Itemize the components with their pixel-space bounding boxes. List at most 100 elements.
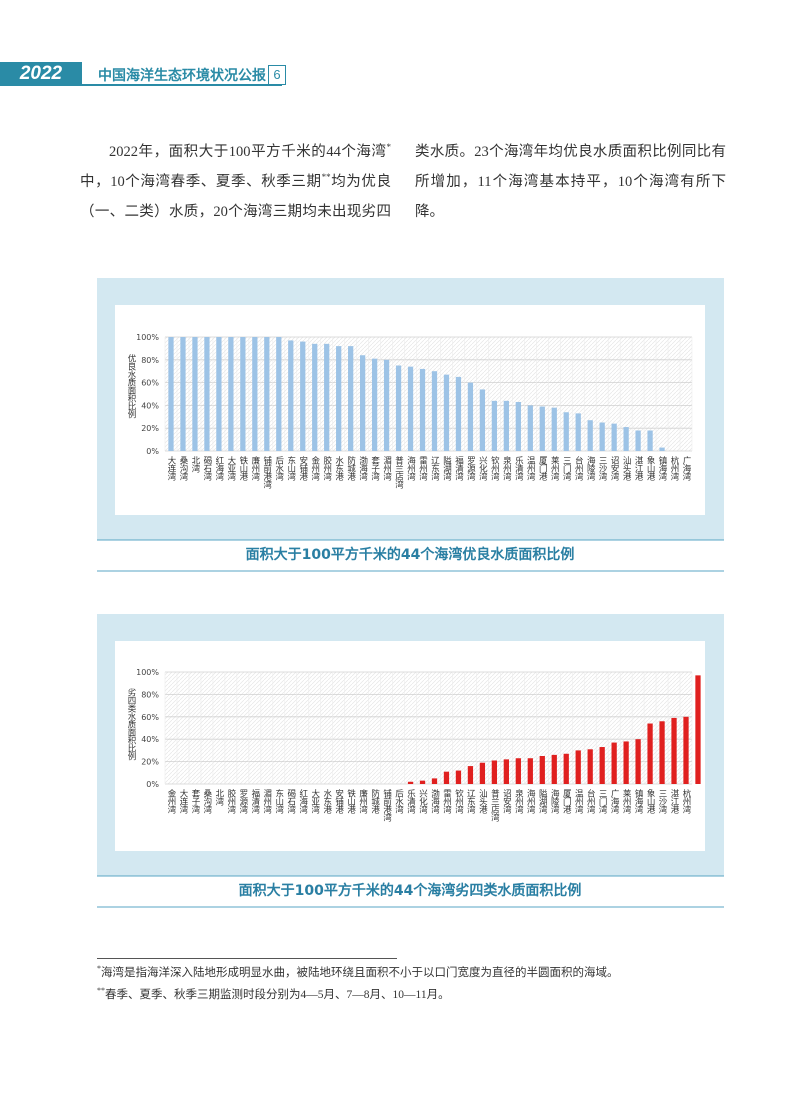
bar — [491, 760, 498, 784]
x-tick-label: 广海湾 — [609, 788, 619, 814]
x-tick-label: 湛江港 — [633, 456, 643, 481]
x-tick-label: 隘湖湾 — [537, 789, 547, 814]
x-tick-label: 防城港 — [346, 455, 356, 481]
x-tick-label: 三门湾 — [597, 789, 607, 814]
header: 2022 中国海洋生态环境状况公报 6 — [0, 62, 805, 88]
bar — [192, 337, 198, 451]
x-tick-label: 铁山港 — [346, 788, 356, 814]
bar — [359, 355, 366, 451]
note-mark: * — [97, 964, 101, 974]
x-tick-label: 铁山港 — [238, 455, 248, 481]
x-tick-label: 乐清湾 — [513, 455, 523, 481]
x-tick-label: 普兰店湾 — [394, 455, 404, 489]
bar — [419, 368, 426, 451]
x-tick-label: 泉州湾 — [513, 788, 523, 814]
x-tick-label: 胶州湾 — [322, 455, 332, 481]
x-tick-label: 乐清湾 — [406, 788, 416, 814]
footnote: **春季、夏季、秋季三期监测时段分别为4—5月、7—8月、10—11月。 — [97, 986, 450, 1002]
bar — [324, 343, 330, 451]
x-tick-label: 大连湾 — [178, 788, 188, 814]
x-tick-label: 红海湾 — [214, 455, 224, 481]
bar — [467, 382, 474, 451]
x-tick-label: 胶州湾 — [226, 788, 236, 814]
bar — [228, 337, 234, 451]
x-tick-label: 桑沟湾 — [178, 455, 188, 481]
bar — [599, 747, 605, 784]
bar — [551, 407, 557, 451]
y-tick-label: 20% — [141, 424, 159, 433]
y-tick-label: 20% — [141, 758, 159, 767]
bar — [419, 780, 426, 784]
x-tick-label: 湛江港 — [669, 789, 679, 814]
charts: 0%20%40%60%80%100%大连湾 桑沟湾 北湾 碣石湾 红海湾 大亚湾 铁山港 廉州… — [97, 278, 724, 908]
x-tick-label: 三沙湾 — [657, 789, 667, 814]
bar — [575, 413, 581, 451]
x-tick-label: 大亚湾 — [226, 455, 236, 481]
x-tick-label: 钦州湾 — [453, 788, 463, 814]
x-tick-label: 厦门港 — [537, 456, 547, 481]
note-mark: ** — [321, 172, 331, 183]
x-tick-label: 北湾 — [190, 456, 200, 473]
x-tick-label: 湄州湾 — [382, 456, 392, 481]
page-number: 6 — [268, 65, 286, 85]
bar — [635, 739, 641, 784]
footnote-rule — [97, 958, 397, 959]
bar — [503, 759, 509, 784]
x-tick-label: 东山湾 — [274, 788, 284, 814]
body-text: 2022年，面积大于100平方千米的44个海湾* 中，10个海湾春季、夏季、秋季三… — [80, 137, 726, 229]
bar — [527, 758, 533, 784]
x-tick-label: 诏安湾 — [501, 789, 511, 814]
y-tick-label: 80% — [141, 690, 159, 699]
bar — [611, 423, 617, 451]
y-axis-label: 劣四类水质面积比例 — [126, 687, 136, 761]
note-mark: * — [386, 142, 392, 153]
x-tick-label: 莱州湾 — [621, 788, 631, 814]
bar — [312, 343, 318, 451]
x-tick-label: 安铺港 — [334, 788, 344, 814]
bar — [336, 346, 342, 451]
x-tick-label: 红海湾 — [298, 788, 308, 814]
x-tick-label: 兴化湾 — [418, 789, 428, 814]
x-tick-label: 钦州湾 — [489, 455, 499, 481]
bar — [479, 762, 486, 784]
x-tick-label: 福清湾 — [453, 455, 463, 481]
text: 春季、夏季、秋季三期监测时段分别为4—5月、7—8月、10—11月。 — [105, 989, 450, 1001]
bar — [659, 447, 665, 451]
text: 中，10个海湾春季、夏季、秋季三期 — [80, 174, 322, 190]
bar — [252, 337, 258, 451]
bar — [671, 717, 677, 784]
x-tick-label: 普兰店湾 — [489, 788, 499, 822]
x-tick-label: 杭州湾 — [681, 788, 691, 814]
bar — [383, 359, 390, 451]
x-tick-label: 诏安湾 — [609, 456, 619, 481]
bar — [288, 340, 294, 451]
header-rule — [82, 84, 282, 86]
y-tick-label: 40% — [141, 401, 159, 410]
bar — [395, 365, 402, 451]
bar — [180, 337, 186, 451]
bar — [443, 771, 450, 784]
bar — [539, 756, 545, 784]
x-tick-label: 碣石湾 — [202, 456, 212, 481]
chart-caption: 面积大于100平方千米的44个海湾劣四类水质面积比例 — [239, 882, 582, 899]
x-tick-label: 杭州湾 — [669, 455, 679, 481]
bar — [623, 427, 629, 451]
bar — [515, 758, 521, 784]
bar — [455, 770, 462, 784]
x-tick-label: 水东港 — [322, 788, 332, 814]
bar — [407, 366, 414, 451]
x-tick-label: 海陵湾 — [549, 788, 559, 814]
bar — [276, 337, 282, 451]
note-mark: ** — [97, 986, 105, 996]
bar — [647, 430, 653, 451]
bar — [467, 766, 474, 784]
text: 2022年，面积大于100平方千米的44个海湾 — [109, 144, 387, 160]
x-tick-label: 镇海湾 — [633, 788, 643, 814]
y-tick-label: 100% — [136, 333, 159, 342]
bar — [431, 778, 438, 784]
x-tick-label: 渤海湾 — [358, 455, 368, 481]
x-tick-label: 雷州湾 — [418, 456, 428, 481]
x-tick-label: 渤海湾 — [429, 788, 439, 814]
y-axis-label: 优良水质面积比例 — [126, 353, 136, 419]
x-tick-label: 三沙湾 — [597, 456, 607, 481]
